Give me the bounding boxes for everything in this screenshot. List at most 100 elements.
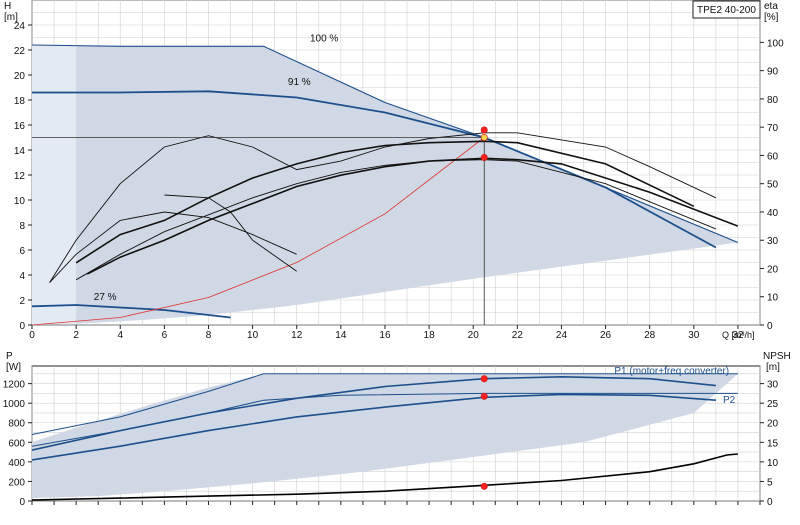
x-tick-label: 26 [600,330,612,341]
power-operating-region [32,373,738,499]
y2-tick-label: 25 [767,399,779,410]
y2-tick-label: 15 [767,438,779,449]
y-tick-label: 14 [14,146,26,157]
x-tick-label: 2 [73,330,79,341]
y2-tick-label: 5 [767,477,773,488]
y-tick-label: 12 [14,171,26,182]
y2-tick-label: 0 [767,497,773,508]
x-tick-label: 28 [644,330,656,341]
head-operating-region [32,45,738,325]
legend-entry: P2 [723,395,736,406]
y-tick-label: 4 [19,271,25,282]
series-eta-4 [49,132,717,283]
y-right-unit: [%] [764,12,779,23]
title-box [692,0,761,19]
head-markers [480,126,488,162]
power-markers [480,375,488,490]
head-chart: 0 2 4 6 8 10 12 14 16 18 20 22 24 26 28 30 3202468101214… [4,0,784,341]
head-curves [32,44,739,325]
series-eta-6 [75,140,695,264]
power-chart: 0 200 400 600 800 1000 1200 0 5 10 15 20 25 30 P1 (mot… [3,351,791,508]
operating-region-area [32,45,738,325]
x-tick-label: 20 [468,330,480,341]
power-y-right-label: NPSH [763,351,791,362]
operating-point-marker [480,482,488,490]
operating-point-marker [480,134,488,142]
y2-tick-label: 0 [767,321,773,332]
y2-tick-label: 10 [767,458,779,469]
curve-label: 100 % [310,33,338,44]
y-tick-label: 0 [19,497,25,508]
operating-point-marker [480,154,488,162]
power-chart-ticks: 0 200 400 600 800 1000 1200 0 5 10 15 20 25 30 P1 (mot… [3,366,779,508]
x-tick-label: 0 [29,330,35,341]
x-tick-label: 22 [512,330,524,341]
power-region-area [32,373,738,499]
x-tick-label: 4 [117,330,123,341]
y2-tick-label: 50 [767,180,779,191]
y-tick-label: 8 [19,221,25,232]
y2-tick-label: 20 [767,264,779,275]
series-head-1 [32,90,717,249]
y-tick-label: 24 [14,21,26,32]
x-tick-label: 18 [424,330,436,341]
x-tick-label: 14 [335,330,347,341]
y2-tick-label: 90 [767,67,779,78]
power-y-left-label: P [6,351,13,362]
series-system-curve-3 [32,137,485,325]
y-right-label: eta [764,1,778,12]
series-eta-7 [75,159,717,281]
operating-point-marker [480,392,488,400]
y-left-label: H [4,1,11,12]
series-eta-5 [49,211,297,283]
operating-point-marker [480,375,488,383]
power-y-left-unit: [W] [6,362,21,373]
y2-tick-label: 20 [767,419,779,430]
series-head-2 [32,304,231,319]
power-y-right-unit: [m] [766,362,780,373]
y2-tick-label: 60 [767,151,779,162]
x-tick-label: 32 [732,330,744,341]
x-tick-label: 10 [247,330,259,341]
y-tick-label: 200 [8,477,25,488]
x-axis-label: Q [m³/h] [722,330,755,340]
low-flow-region [32,45,77,325]
y2-tick-label: 100 [767,38,784,49]
x-tick-label: 24 [556,330,568,341]
y2-tick-label: 10 [767,293,779,304]
head-chart-ticks: 0 2 4 6 8 10 12 14 16 18 20 22 24 26 28 30 3202468101214… [14,21,784,341]
y2-tick-label: 80 [767,95,779,106]
y-tick-label: 18 [14,96,26,107]
x-tick-label: 30 [688,330,700,341]
x-tick-label: 12 [291,330,303,341]
series-eta-9 [164,194,297,272]
y-tick-label: 0 [19,321,25,332]
x-tick-label: 6 [162,330,168,341]
y2-tick-label: 40 [767,208,779,219]
y-tick-label: 600 [8,438,25,449]
y-tick-label: 1200 [3,380,26,391]
y-tick-label: 1000 [3,399,26,410]
y-tick-label: 2 [19,296,25,307]
chart-title: TPE2 40-200 [697,5,756,16]
y-tick-label: 16 [14,121,26,132]
y-tick-label: 20 [14,71,26,82]
y-tick-label: 400 [8,458,25,469]
series-eta-8 [86,157,739,275]
operating-point-marker [480,126,488,134]
y-tick-label: 10 [14,196,26,207]
y2-tick-label: 30 [767,236,779,247]
curve-label: 91 % [288,77,311,88]
y-left-unit: [m] [4,12,18,23]
curve-label: 27 % [94,292,117,303]
y2-tick-label: 30 [767,380,779,391]
y-tick-label: 6 [19,246,25,257]
x-tick-label: 8 [206,330,212,341]
series-power-2 [32,373,738,435]
series-power-1 [32,393,716,461]
legend-entry: P1 (motor+freq.converter) [614,366,729,377]
y-tick-label: 22 [14,46,26,57]
y2-tick-label: 70 [767,123,779,134]
